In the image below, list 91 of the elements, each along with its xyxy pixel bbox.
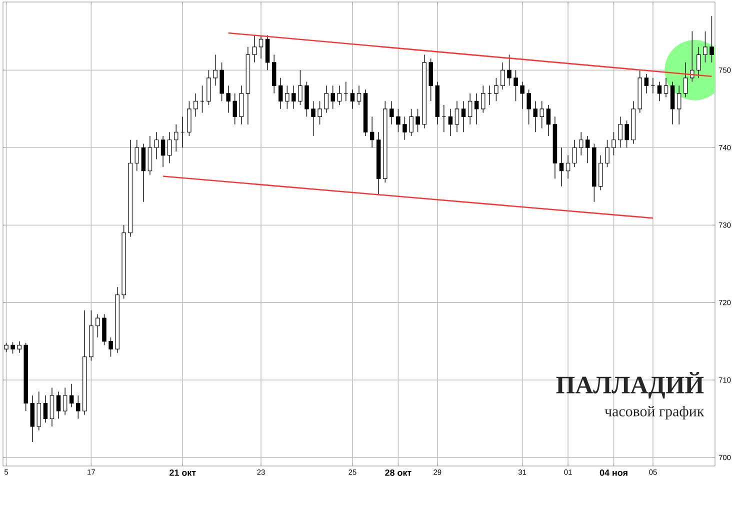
candlestick (148, 136, 152, 176)
candlestick (448, 108, 453, 136)
candlestick (428, 58, 433, 102)
candlestick (370, 116, 374, 148)
candlestick (566, 155, 570, 179)
text: ПАЛЛАДИЙ (556, 372, 704, 399)
x-tick-label: 21 окт (170, 470, 196, 476)
candlestick (390, 100, 394, 125)
candlestick (546, 104, 551, 136)
candlestick (17, 340, 22, 354)
candlestick (220, 62, 224, 102)
candlestick (134, 140, 140, 172)
candlestick (683, 62, 688, 98)
candlestick (56, 391, 61, 420)
candlestick (526, 89, 531, 125)
candlestick (612, 132, 616, 156)
candlestick (337, 85, 342, 106)
text: часовой график (604, 406, 704, 420)
candlestick (272, 54, 276, 94)
candlestick (657, 81, 662, 102)
candlestick (703, 31, 708, 63)
candlestick (520, 81, 524, 110)
candlestick (578, 132, 584, 156)
candlestick (480, 85, 486, 114)
candlestick (494, 78, 498, 102)
candlestick (232, 93, 238, 125)
candlestick (454, 100, 460, 132)
candlestick (664, 78, 668, 98)
candlestick (586, 136, 590, 164)
candlestick (258, 34, 264, 59)
candlestick (292, 85, 296, 110)
candlestick (174, 124, 178, 152)
candlestick (461, 100, 466, 132)
candlestick (206, 70, 211, 106)
candlestick (311, 100, 316, 136)
candlestick (278, 78, 283, 110)
candlestick (285, 85, 290, 110)
candlestick (559, 147, 564, 187)
candlestick (507, 54, 512, 86)
candlestick (96, 314, 100, 338)
candlestick (618, 116, 622, 148)
candlestick (500, 62, 505, 90)
candlestick (239, 85, 244, 125)
candlestick (605, 140, 610, 168)
candlestick (187, 100, 192, 136)
candlestick (468, 93, 472, 125)
candlestick (36, 391, 42, 431)
candlestick (50, 387, 54, 427)
candlestick (141, 143, 146, 202)
candlestick (76, 395, 80, 420)
candlestick (30, 395, 35, 442)
candlestick (154, 132, 159, 160)
candlestick (356, 85, 362, 106)
candlestick (696, 46, 701, 78)
candlestick (213, 54, 218, 86)
candlestick (330, 85, 336, 110)
candlestick (350, 89, 355, 110)
candlestick (10, 342, 15, 354)
candlestick (409, 108, 414, 136)
candlestick (304, 81, 309, 117)
candlestick (108, 337, 113, 358)
x-tick-label: 28 окт (385, 470, 412, 476)
candlestick (396, 108, 400, 132)
candlestick (194, 93, 198, 117)
x-tick-label: 04 ноя (600, 470, 628, 476)
candlestick (402, 116, 407, 140)
candlestick (160, 136, 166, 168)
candlestick (624, 120, 629, 148)
candlestick (598, 155, 603, 191)
candlestick (167, 132, 172, 164)
candlestick (62, 387, 68, 416)
candlestick (102, 314, 106, 346)
candlestick (474, 93, 479, 125)
candlestick (324, 85, 328, 114)
candlestick (533, 100, 538, 132)
candlestick (670, 81, 675, 125)
candlestick (318, 100, 322, 125)
candlestick (4, 342, 8, 352)
candlestick (226, 85, 230, 114)
candlestick (265, 34, 270, 71)
candlestick (43, 395, 48, 423)
candlestick (69, 384, 74, 408)
candlestick (572, 140, 577, 168)
candlestick (540, 100, 544, 129)
candlestick (676, 85, 682, 125)
candlestick (514, 70, 518, 102)
candlestick (644, 74, 649, 94)
candlestick (298, 70, 302, 106)
candlestick (252, 34, 257, 63)
candlestick (416, 108, 420, 132)
candlestick (710, 16, 714, 63)
